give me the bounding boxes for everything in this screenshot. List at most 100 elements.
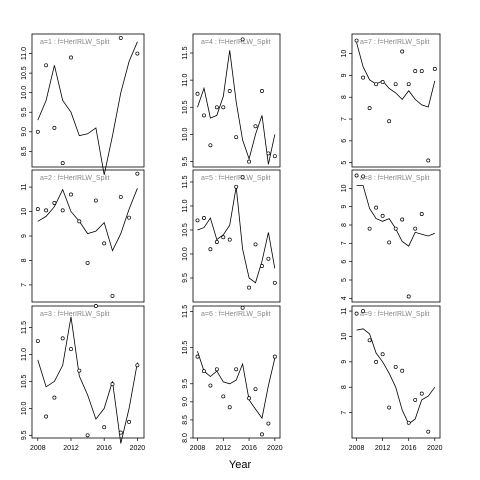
y-tick-label: 10.0 xyxy=(182,247,189,261)
y-tick-label: 8 xyxy=(341,95,348,99)
data-point xyxy=(135,51,140,56)
y-tick-label: 8 xyxy=(21,258,28,262)
panel-1: a=1 : f=HerIRLW_Split 8.5 9.0 9.5 10.0 10.5 11… xyxy=(21,33,145,175)
data-point xyxy=(227,237,232,242)
data-point xyxy=(35,339,40,343)
y-tick-label: 11.5 xyxy=(21,321,28,334)
panel-title: a=3 : f=HerIRLW_Split xyxy=(40,311,110,318)
data-point xyxy=(406,82,411,87)
panel-frame xyxy=(192,169,281,303)
fit-line xyxy=(37,41,138,175)
y-tick-label: 9 xyxy=(21,234,28,238)
y-tick-label: 8 xyxy=(341,223,348,227)
data-point xyxy=(419,69,424,74)
y-tick-label: 8.5 xyxy=(21,146,28,156)
data-point xyxy=(35,207,40,212)
data-point xyxy=(227,89,232,93)
fit-line xyxy=(197,50,276,165)
data-point xyxy=(400,49,405,54)
data-point xyxy=(400,217,405,222)
data-point xyxy=(93,198,98,203)
data-point xyxy=(272,154,277,159)
data-point xyxy=(260,432,264,437)
panel-title: a=5 : f=HerIRLW_Split xyxy=(201,175,271,182)
data-point xyxy=(387,405,392,410)
y-tick-label: 9.0 xyxy=(21,127,28,137)
panel-2: a=4 : f=HerIRLW_Split 9.5 10.0 10.5 11.0 11.5 xyxy=(182,33,281,168)
y-tick-label: 8.0 xyxy=(182,433,189,443)
y-tick-label: 11.5 xyxy=(182,46,189,59)
y-tick-label: 9 xyxy=(341,360,348,364)
data-point xyxy=(247,159,252,164)
y-tick-label: 4 xyxy=(341,296,348,300)
data-point xyxy=(227,405,232,410)
x-tick-label: 2020 xyxy=(427,445,443,452)
data-point xyxy=(214,105,219,110)
data-point xyxy=(406,420,411,425)
panel-title: a=2 : f=HerIRLW_Split xyxy=(40,175,110,182)
x-tick-label: 2020 xyxy=(267,445,283,452)
data-point xyxy=(260,89,264,93)
panel-5: a=5 : f=HerIRLW_Split 9.5 10.0 10.5 11.0 11.5 xyxy=(182,169,281,303)
data-point xyxy=(77,368,82,373)
x-axis-title: Year xyxy=(228,459,252,471)
x-tick-label: 2016 xyxy=(241,445,257,452)
y-tick-label: 11.5 xyxy=(182,175,189,188)
y-tick-label: 5 xyxy=(341,278,348,282)
y-tick-label: 10.5 xyxy=(21,66,28,80)
y-tick-label: 7 xyxy=(341,241,348,245)
data-point xyxy=(208,247,213,252)
data-point xyxy=(60,336,65,341)
data-point xyxy=(221,235,226,240)
panel-7: a=3 : f=HerIRLW_Split 9.5 10.0 10.5 11.0 11.5… xyxy=(21,304,145,452)
data-point xyxy=(361,174,366,179)
data-point xyxy=(118,430,123,435)
y-tick-label: 11.0 xyxy=(182,199,189,212)
data-point xyxy=(35,129,40,134)
data-point xyxy=(214,367,219,372)
y-tick-label: 10 xyxy=(341,332,348,340)
panel-frame xyxy=(31,33,145,168)
y-tick-label: 6 xyxy=(341,260,348,264)
panel-frame xyxy=(351,305,441,439)
data-point xyxy=(234,367,239,372)
y-tick-label: 9 xyxy=(341,205,348,209)
data-point xyxy=(253,124,258,129)
data-point xyxy=(44,208,49,213)
data-point xyxy=(44,414,49,419)
data-point xyxy=(247,285,252,290)
data-point xyxy=(260,264,264,268)
y-tick-label: 10.5 xyxy=(182,100,189,114)
data-point xyxy=(52,201,57,205)
panel-frame xyxy=(192,33,281,168)
data-point xyxy=(69,192,73,197)
panel-8: a=6 : f=HerIRLW_Split 8.0 8.5 9.0 9.5 10.5 11.… xyxy=(182,305,283,452)
fit-line xyxy=(197,351,276,420)
data-point xyxy=(354,38,359,43)
y-tick-label: 10.5 xyxy=(21,375,28,389)
data-point xyxy=(135,171,140,176)
data-point xyxy=(77,219,82,224)
data-point xyxy=(202,216,206,220)
y-tick-label: 7 xyxy=(341,117,348,121)
data-point xyxy=(60,161,65,166)
y-tick-label: 9.5 xyxy=(182,273,189,283)
panel-3: a=7 : f=HerIRLW_Split 5 6 7 8 9 10 xyxy=(341,33,441,168)
data-point xyxy=(110,382,115,387)
data-point xyxy=(272,354,277,359)
y-tick-label: 11.0 xyxy=(182,73,189,86)
fit-line xyxy=(197,186,276,284)
data-point xyxy=(247,396,252,401)
data-point xyxy=(69,55,73,60)
y-tick-label: 6 xyxy=(341,139,348,143)
x-tick-label: 2008 xyxy=(30,445,46,452)
panel-title: a=7 : f=HerIRLW_Split xyxy=(360,39,430,46)
panel-title: a=4 : f=HerIRLW_Split xyxy=(201,39,271,46)
data-point xyxy=(400,368,405,373)
panel-frame xyxy=(31,169,145,303)
data-point xyxy=(52,125,57,130)
data-point xyxy=(52,395,57,400)
panel-title: a=6 : f=HerIRLW_Split xyxy=(201,311,271,318)
y-tick-label: 8.5 xyxy=(182,415,189,425)
